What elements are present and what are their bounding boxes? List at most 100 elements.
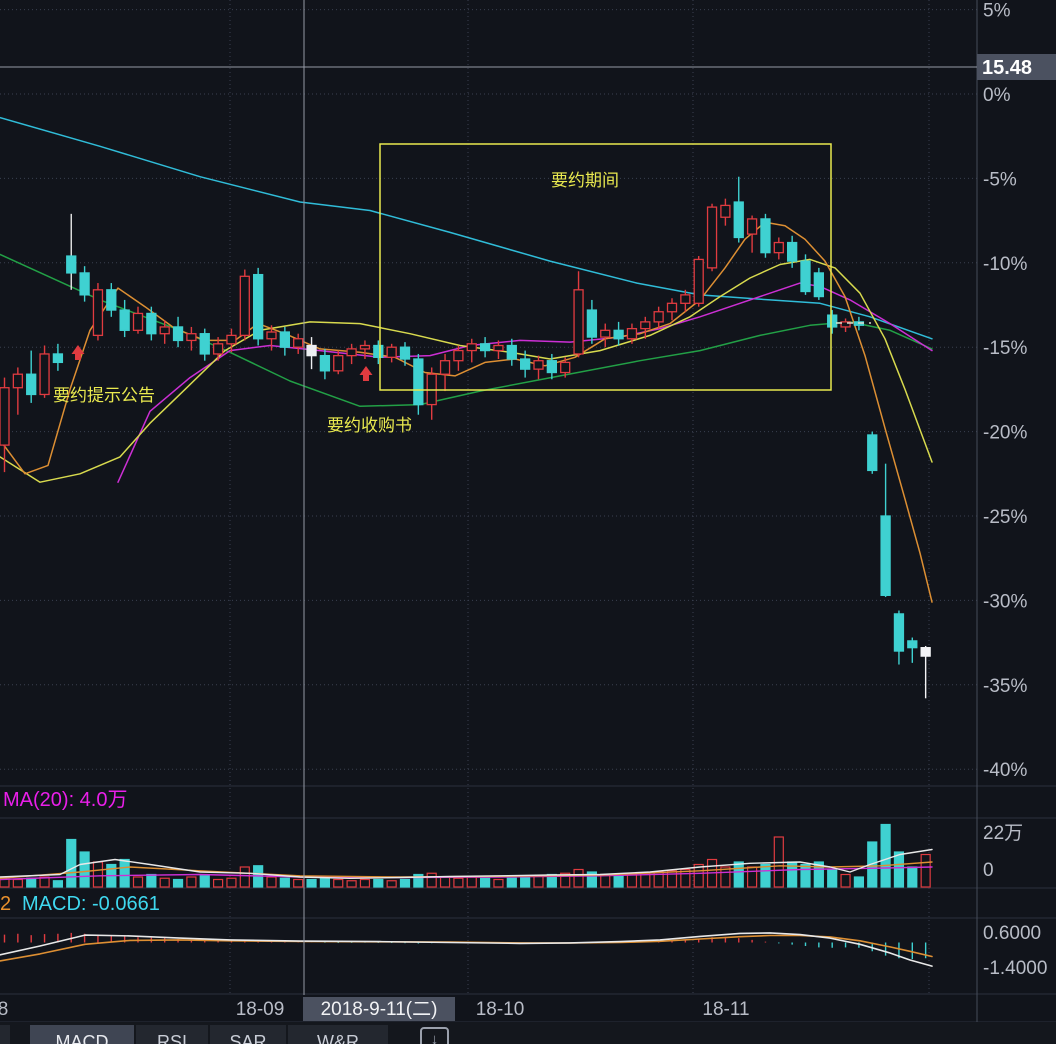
volume-bar	[159, 877, 170, 888]
candle	[907, 640, 918, 649]
volume-bar	[840, 873, 851, 888]
volume-bar	[720, 866, 731, 888]
candle	[52, 353, 64, 364]
candle	[26, 373, 37, 396]
candle	[146, 312, 157, 335]
candle	[640, 321, 651, 330]
candle	[479, 343, 491, 352]
candle	[439, 360, 451, 375]
event-marker-arrow-icon	[359, 366, 373, 381]
volume-bar	[199, 875, 210, 888]
y-axis-percent-label: -15%	[983, 338, 1027, 359]
macd-dea-fragment: 2	[0, 893, 12, 915]
tab-fragment[interactable]	[0, 1025, 10, 1044]
candle	[760, 218, 771, 254]
candle	[453, 349, 464, 362]
candle	[159, 326, 170, 335]
candle	[12, 373, 24, 389]
candle	[653, 311, 664, 323]
volume-bar	[827, 868, 838, 888]
y-axis-percent-label: -20%	[983, 423, 1027, 444]
volume-bar	[880, 823, 891, 888]
candle	[880, 515, 891, 596]
candle	[319, 354, 331, 372]
volume-bar	[746, 866, 758, 888]
candle	[0, 387, 10, 446]
candle	[867, 434, 878, 472]
volume-bar	[26, 877, 37, 888]
selected-date-badge[interactable]	[303, 997, 455, 1021]
candle	[520, 358, 531, 370]
volume-bar	[533, 875, 544, 888]
candle	[106, 289, 117, 311]
selected-date-value: 2018-9-11(二)	[321, 999, 438, 1020]
candle	[226, 334, 237, 345]
candle	[813, 272, 824, 298]
volume-bar	[226, 877, 237, 888]
candle	[720, 204, 731, 218]
ma-line-magenta	[117, 282, 933, 483]
tab-macd[interactable]: MACD	[30, 1025, 134, 1044]
x-axis-month-label: 18-09	[236, 999, 285, 1020]
candle	[333, 354, 344, 372]
crosshair-price-value: 15.48	[982, 57, 1032, 79]
candle	[493, 344, 504, 352]
candle	[306, 344, 317, 357]
volume-bar	[266, 876, 277, 888]
y-axis-percent-label: 5%	[983, 1, 1011, 22]
candle	[279, 331, 291, 348]
volume-bar	[39, 876, 50, 888]
volume-bar	[119, 858, 130, 888]
y-axis-percent-label: -5%	[983, 169, 1017, 190]
volume-bar	[853, 876, 865, 888]
download-icon[interactable]: ↓	[420, 1027, 449, 1044]
tab-wr[interactable]: W&R	[288, 1025, 388, 1044]
tab-rsi[interactable]: RSI	[136, 1025, 208, 1044]
candle	[586, 309, 598, 338]
ma-line-cyan	[0, 116, 933, 340]
volume-bar	[493, 878, 504, 888]
volume-ma-white	[0, 848, 933, 879]
candle	[920, 647, 931, 657]
volume-bar	[626, 873, 638, 888]
candle	[212, 343, 224, 355]
volume-bar	[373, 878, 384, 888]
x-axis-month-label: 18-11	[702, 999, 749, 1020]
candle	[613, 329, 624, 340]
candle	[626, 327, 638, 340]
volume-bar	[399, 878, 411, 888]
volume-bar	[613, 875, 624, 888]
candle	[373, 344, 384, 358]
candle	[199, 333, 210, 355]
volume-axis-label: 0	[983, 860, 994, 881]
volume-bar	[893, 851, 905, 888]
tab-sar[interactable]: SAR	[210, 1025, 286, 1044]
volume-bar	[666, 870, 678, 888]
macd-dif-line	[0, 932, 933, 967]
y-axis-percent-label: -25%	[983, 507, 1027, 528]
volume-axis-label: 22万	[983, 823, 1023, 844]
candle	[119, 309, 130, 331]
candle	[666, 302, 678, 313]
candle	[506, 344, 517, 360]
candle	[560, 361, 571, 374]
volume-bar	[466, 876, 477, 888]
volume-bar	[573, 868, 584, 888]
y-axis-percent-label: -40%	[983, 760, 1027, 781]
candle	[800, 260, 811, 293]
indicator-tab-bar: MACD RSI SAR W&R ↓	[0, 1022, 1056, 1044]
volume-bar	[506, 877, 517, 888]
volume-bar	[680, 868, 691, 888]
volume-bar	[52, 880, 64, 888]
volume-bar	[760, 863, 771, 888]
volume-bar	[586, 871, 598, 888]
volume-bar	[333, 878, 344, 888]
candle	[399, 346, 411, 360]
volume-bar	[146, 873, 157, 888]
candle	[773, 241, 784, 254]
candle	[840, 321, 851, 328]
tender-offer-label: 要约收购书	[327, 416, 412, 435]
volume-bar	[239, 866, 250, 888]
candle	[466, 343, 477, 352]
